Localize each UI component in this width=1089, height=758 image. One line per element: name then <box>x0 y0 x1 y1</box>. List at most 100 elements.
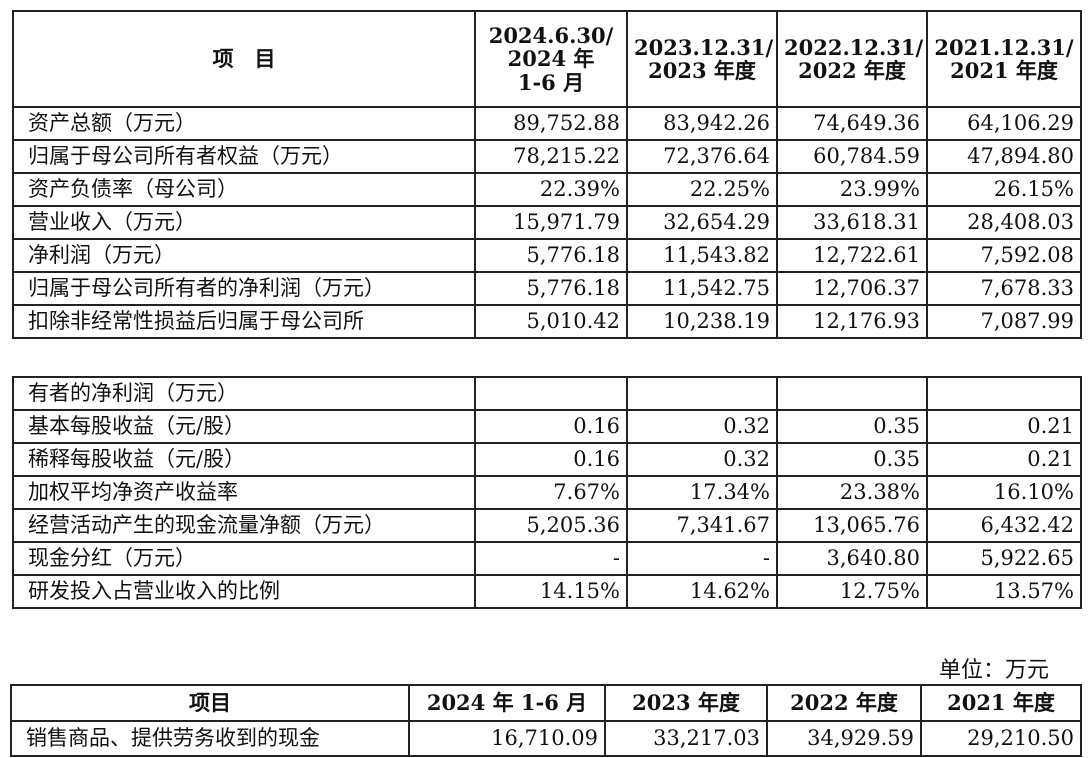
row-label: 研发投入占营业收入的比例 <box>12 574 476 609</box>
cell-value: 12,176.93 <box>776 304 928 339</box>
cell-value: 0.21 <box>926 442 1082 477</box>
cell-value: 33,618.31 <box>776 205 928 240</box>
table-row: 营业收入（万元） 15,971.79 32,654.29 33,618.31 28,40… <box>12 205 1082 240</box>
cell-value: 0.35 <box>776 442 928 477</box>
cell-value: 74,649.36 <box>776 106 928 141</box>
cell-value: 14.62% <box>626 574 778 609</box>
cell-value: 22.39% <box>474 172 628 207</box>
cell-value: 17.34% <box>626 475 778 510</box>
row-label: 扣除非经常性损益后归属于母公司所 <box>12 304 476 339</box>
cell-value <box>926 376 1082 411</box>
table-row: 销售商品、提供劳务收到的现金 16,710.09 33,217.03 34,929.5… <box>10 720 1082 757</box>
cell-value: 15,971.79 <box>474 205 628 240</box>
cell-value: 0.16 <box>474 442 628 477</box>
cell-value: 5,922.65 <box>926 541 1082 576</box>
table-row: 稀释每股收益（元/股） 0.16 0.32 0.35 0.21 <box>12 442 1082 477</box>
row-label: 归属于母公司所有者的净利润（万元） <box>12 271 476 306</box>
row-label: 销售商品、提供劳务收到的现金 <box>10 720 410 757</box>
cell-value: 32,654.29 <box>626 205 778 240</box>
cell-value: 34,929.59 <box>766 720 922 757</box>
cell-value: 13.57% <box>926 574 1082 609</box>
cell-value: 7,087.99 <box>926 304 1082 339</box>
cell-value: 0.16 <box>474 409 628 444</box>
row-label: 稀释每股收益（元/股） <box>12 442 476 477</box>
table-row: 基本每股收益（元/股） 0.16 0.32 0.35 0.21 <box>12 409 1082 444</box>
table-header: 项 目 2024.6.30/ 2024 年 1-6 月 2023.12.31/ 20… <box>12 10 1082 108</box>
cell-value: 5,776.18 <box>474 238 628 273</box>
table-row: 资产总额（万元） 89,752.88 83,942.26 74,649.36 64,10… <box>12 106 1082 141</box>
cell-value <box>776 376 928 411</box>
column-header: 2022 年度 <box>766 684 922 722</box>
column-header: 2022.12.31/ 2022 年度 <box>776 10 928 108</box>
row-label: 资产总额（万元） <box>12 106 476 141</box>
cell-value: 33,217.03 <box>604 720 768 757</box>
cell-value: 5,205.36 <box>474 508 628 543</box>
cell-value: - <box>626 541 778 576</box>
table-row: 经营活动产生的现金流量净额（万元） 5,205.36 7,341.67 13,065.… <box>12 508 1082 543</box>
table-row: 归属于母公司所有者的净利润（万元） 5,776.18 11,542.75 12,706… <box>12 271 1082 306</box>
cell-value: 3,640.80 <box>776 541 928 576</box>
table-row: 归属于母公司所有者权益（万元） 78,215.22 72,376.64 60,784.… <box>12 139 1082 174</box>
column-header: 项目 <box>10 684 410 722</box>
cell-value: 78,215.22 <box>474 139 628 174</box>
cell-value: 16,710.09 <box>408 720 606 757</box>
column-header: 2021.12.31/ 2021 年度 <box>926 10 1082 108</box>
row-label: 经营活动产生的现金流量净额（万元） <box>12 508 476 543</box>
row-label: 现金分红（万元） <box>12 541 476 576</box>
cell-value: - <box>474 541 628 576</box>
column-header: 项 目 <box>12 10 476 108</box>
cell-value: 5,776.18 <box>474 271 628 306</box>
cell-value: 60,784.59 <box>776 139 928 174</box>
cell-value: 72,376.64 <box>626 139 778 174</box>
row-label: 加权平均净资产收益率 <box>12 475 476 510</box>
cell-value: 23.38% <box>776 475 928 510</box>
column-header: 2023.12.31/ 2023 年度 <box>626 10 778 108</box>
table-header: 项目 2024 年 1-6 月 2023 年度 2022 年度 2021 年度 <box>10 684 1082 722</box>
cell-value: 14.15% <box>474 574 628 609</box>
cell-value <box>626 376 778 411</box>
table-row: 加权平均净资产收益率 7.67% 17.34% 23.38% 16.10% <box>12 475 1082 510</box>
cell-value: 0.32 <box>626 409 778 444</box>
row-label: 有者的净利润（万元） <box>12 376 476 411</box>
cell-value: 89,752.88 <box>474 106 628 141</box>
row-label: 净利润（万元） <box>12 238 476 273</box>
table-row: 扣除非经常性损益后归属于母公司所 5,010.42 10,238.19 12,176.… <box>12 304 1082 339</box>
cell-value: 11,543.82 <box>626 238 778 273</box>
cash-flow-table: 项目 2024 年 1-6 月 2023 年度 2022 年度 2021 年度 销售商品… <box>10 684 1082 757</box>
cell-value: 6,432.42 <box>926 508 1082 543</box>
cell-value: 0.21 <box>926 409 1082 444</box>
cell-value: 0.35 <box>776 409 928 444</box>
cell-value: 12,722.61 <box>776 238 928 273</box>
table-row: 净利润（万元） 5,776.18 11,543.82 12,722.61 7,592.0… <box>12 238 1082 273</box>
cell-value: 7,678.33 <box>926 271 1082 306</box>
cell-value: 83,942.26 <box>626 106 778 141</box>
cell-value: 11,542.75 <box>626 271 778 306</box>
table-row: 有者的净利润（万元） <box>12 376 1082 411</box>
cell-value: 7.67% <box>474 475 628 510</box>
cell-value: 28,408.03 <box>926 205 1082 240</box>
cell-value: 13,065.76 <box>776 508 928 543</box>
column-header: 2024.6.30/ 2024 年 1-6 月 <box>474 10 628 108</box>
row-label: 营业收入（万元） <box>12 205 476 240</box>
cell-value: 47,894.80 <box>926 139 1082 174</box>
table-row: 研发投入占营业收入的比例 14.15% 14.62% 12.75% 13.57% <box>12 574 1082 609</box>
cell-value: 16.10% <box>926 475 1082 510</box>
column-header: 2023 年度 <box>604 684 768 722</box>
unit-label: 单位：万元 <box>938 658 1049 683</box>
column-header: 2024 年 1-6 月 <box>408 684 606 722</box>
cell-value: 7,341.67 <box>626 508 778 543</box>
cell-value: 23.99% <box>776 172 928 207</box>
cell-value: 7,592.08 <box>926 238 1082 273</box>
column-header: 2021 年度 <box>920 684 1082 722</box>
cell-value: 0.32 <box>626 442 778 477</box>
cell-value: 26.15% <box>926 172 1082 207</box>
financial-indicators-table: 项 目 2024.6.30/ 2024 年 1-6 月 2023.12.31/ 20… <box>12 10 1082 339</box>
cell-value: 5,010.42 <box>474 304 628 339</box>
cell-value: 12,706.37 <box>776 271 928 306</box>
cell-value <box>474 376 628 411</box>
cell-value: 64,106.29 <box>926 106 1082 141</box>
financial-indicators-table-continued: 有者的净利润（万元） 基本每股收益（元/股） 0.16 0.32 0.35 0.21 稀释每… <box>12 376 1082 609</box>
row-label: 资产负债率（母公司） <box>12 172 476 207</box>
cell-value: 29,210.50 <box>920 720 1082 757</box>
cell-value: 22.25% <box>626 172 778 207</box>
